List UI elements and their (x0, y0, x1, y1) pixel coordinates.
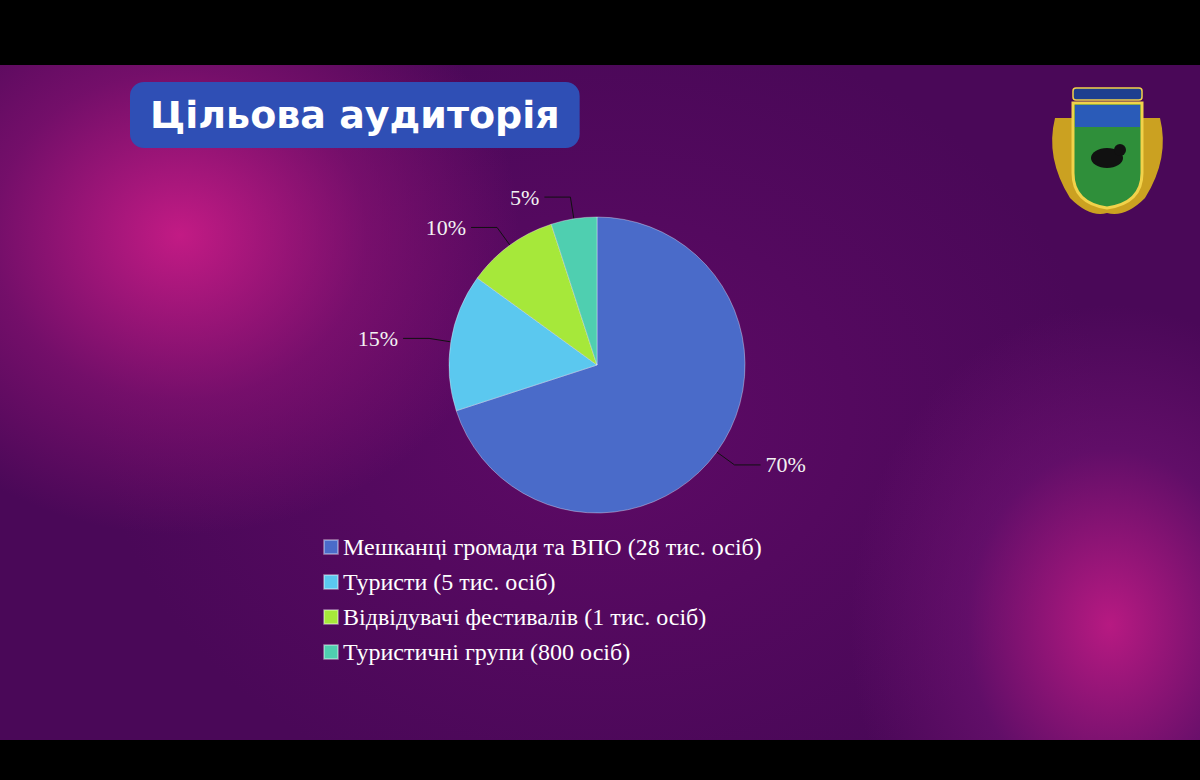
svg-text:70%: 70% (766, 452, 806, 477)
svg-text:5%: 5% (510, 185, 539, 210)
svg-text:10%: 10% (426, 215, 466, 240)
svg-text:Мешканці громади та ВПО (28 ти: Мешканці громади та ВПО (28 тис. осіб) (343, 534, 762, 560)
svg-text:Туристи (5 тис. осіб): Туристи (5 тис. осіб) (343, 569, 555, 595)
svg-text:Відвідувачі фестивалів (1 тис.: Відвідувачі фестивалів (1 тис. осіб) (343, 604, 706, 630)
svg-text:15%: 15% (358, 326, 398, 351)
svg-text:Туристичні групи (800 осіб): Туристичні групи (800 осіб) (343, 639, 630, 665)
svg-text:Цільова аудиторія: Цільова аудиторія (150, 93, 560, 137)
